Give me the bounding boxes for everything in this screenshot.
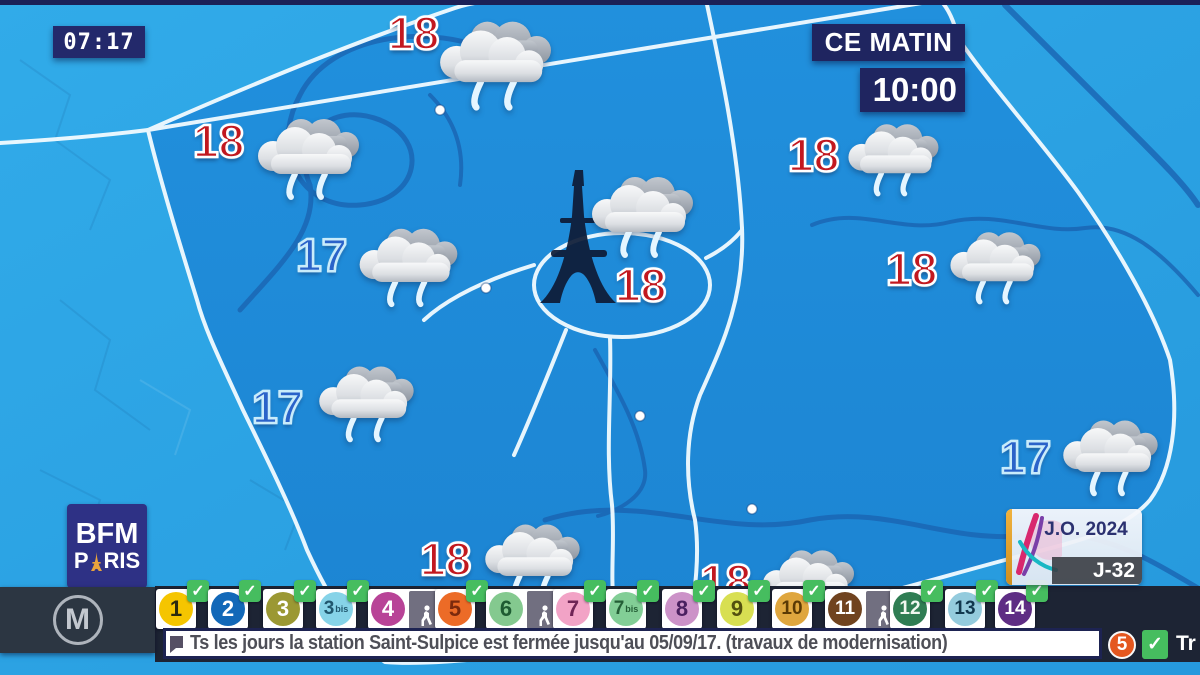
rain-cloud-icon bbox=[246, 112, 370, 204]
metro-line-5-ticker-badge: 5 bbox=[1108, 631, 1136, 659]
check-icon: ✓ bbox=[1026, 580, 1048, 602]
temperature-label: 18 bbox=[192, 115, 246, 167]
rain-cloud-icon bbox=[580, 170, 704, 262]
check-icon: ✓ bbox=[803, 580, 825, 602]
check-icon: ✓ bbox=[693, 580, 715, 602]
forecast-period-time: 10:00 bbox=[860, 68, 965, 112]
olympics-2024-badge: J.O. 2024 J-32 bbox=[1006, 509, 1142, 585]
gold-bar bbox=[1006, 509, 1012, 585]
metro-line-7bis-badge: 7 bis ✓ bbox=[606, 580, 659, 629]
metro-line-12-badge: 12 ✓ bbox=[890, 580, 943, 629]
metro-line-10-badge: 10 ✓ bbox=[772, 580, 825, 629]
rivers bbox=[237, 2, 1200, 591]
line-number: 4 bbox=[371, 592, 405, 626]
metro-line-7-badge: 7 ✓ bbox=[553, 580, 606, 629]
bfm-paris-logo: BFM P RIS bbox=[67, 504, 147, 588]
city-markers bbox=[434, 104, 758, 515]
line-number: 6 bbox=[489, 592, 523, 626]
check-icon: ✓ bbox=[976, 580, 998, 602]
metro-line-6-badge: 6 bbox=[486, 589, 564, 629]
temperature-label: 17 bbox=[999, 431, 1053, 483]
metro-line-13-badge: 13 ✓ bbox=[945, 580, 998, 629]
check-icon: ✓ bbox=[1142, 630, 1168, 659]
check-icon: ✓ bbox=[239, 580, 261, 602]
line-number: 3 bbox=[266, 592, 300, 626]
rain-cloud-icon bbox=[838, 118, 948, 200]
check-icon: ✓ bbox=[294, 580, 316, 602]
news-ticker: Ts les jours la station Saint-Sulpice es… bbox=[163, 628, 1102, 659]
temperature-label: 17 bbox=[295, 229, 349, 281]
check-icon: ✓ bbox=[748, 580, 770, 602]
rain-cloud-icon bbox=[426, 14, 564, 115]
metro-line-14-badge: 14 ✓ bbox=[995, 580, 1048, 629]
rain-cloud-icon bbox=[308, 360, 424, 446]
clock: 07:17 bbox=[53, 26, 145, 58]
check-icon: ✓ bbox=[921, 580, 943, 602]
rain-cloud-icon bbox=[940, 226, 1050, 308]
temperature-label: 17 bbox=[251, 381, 305, 433]
line-number: 10 bbox=[775, 592, 809, 626]
next-ticker-message: Tr bbox=[1176, 632, 1196, 655]
ticker-flag-icon bbox=[170, 635, 183, 653]
check-icon: ✓ bbox=[347, 580, 369, 602]
metro-line-9-badge: 9 ✓ bbox=[717, 580, 770, 629]
channel-name: BFM bbox=[75, 518, 139, 550]
rain-cloud-icon bbox=[1052, 414, 1168, 500]
metro-line-1-badge: 1 ✓ bbox=[156, 580, 209, 629]
city-name: P RIS bbox=[73, 548, 141, 573]
line-number: 1 bbox=[159, 592, 193, 626]
check-icon: ✓ bbox=[584, 580, 606, 602]
olympics-title: J.O. 2024 bbox=[1044, 519, 1128, 540]
eiffel-tower-glyph bbox=[90, 552, 102, 571]
line-number: 2 bbox=[211, 592, 245, 626]
metro-logo: M bbox=[52, 595, 103, 645]
temperature-label: 18 bbox=[387, 7, 441, 59]
temperature-label: 18 bbox=[885, 243, 939, 295]
eiffel-tower-icon bbox=[540, 170, 616, 303]
metro-line-8-badge: 8 ✓ bbox=[662, 580, 715, 629]
temperature-label: 18 bbox=[419, 533, 473, 585]
ticker-message: Ts les jours la station Saint-Sulpice es… bbox=[190, 632, 948, 654]
forecast-period-label: CE MATIN bbox=[812, 24, 965, 61]
rain-cloud-icon bbox=[348, 222, 468, 311]
line-number: 11 bbox=[828, 592, 862, 626]
temperature-label: 18 bbox=[614, 259, 668, 311]
olympics-logo bbox=[1016, 513, 1062, 576]
metro-line-3bis-badge: 3 bis ✓ bbox=[316, 580, 369, 629]
check-icon: ✓ bbox=[187, 580, 209, 602]
check-icon: ✓ bbox=[466, 580, 488, 602]
temperature-label: 18 bbox=[787, 129, 841, 181]
metro-line-3-badge: 3 ✓ bbox=[263, 580, 316, 629]
metro-logo-box: M bbox=[0, 587, 155, 653]
olympics-countdown: J-32 bbox=[1052, 557, 1142, 584]
metro-line-2-badge: 2 ✓ bbox=[208, 580, 261, 629]
top-strip bbox=[0, 0, 1200, 5]
check-icon: ✓ bbox=[637, 580, 659, 602]
metro-line-5-badge: 5 ✓ bbox=[435, 580, 488, 629]
